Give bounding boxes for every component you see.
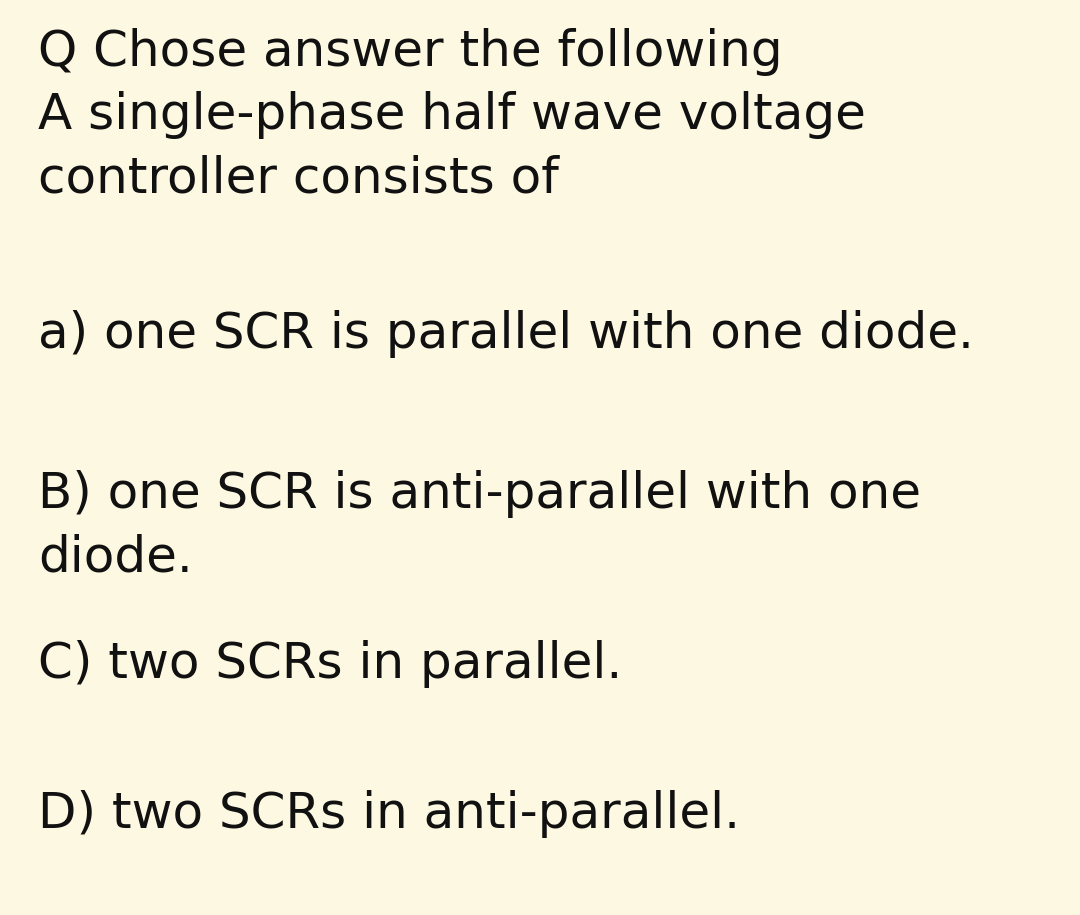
Text: D) two SCRs in anti-parallel.: D) two SCRs in anti-parallel.: [38, 790, 740, 838]
Text: Q Chose answer the following
A single-phase half wave voltage
controller consist: Q Chose answer the following A single-ph…: [38, 28, 866, 202]
Text: B) one SCR is anti-parallel with one
diode.: B) one SCR is anti-parallel with one dio…: [38, 470, 921, 581]
Text: a) one SCR is parallel with one diode.: a) one SCR is parallel with one diode.: [38, 310, 974, 358]
Text: C) two SCRs in parallel.: C) two SCRs in parallel.: [38, 640, 622, 688]
